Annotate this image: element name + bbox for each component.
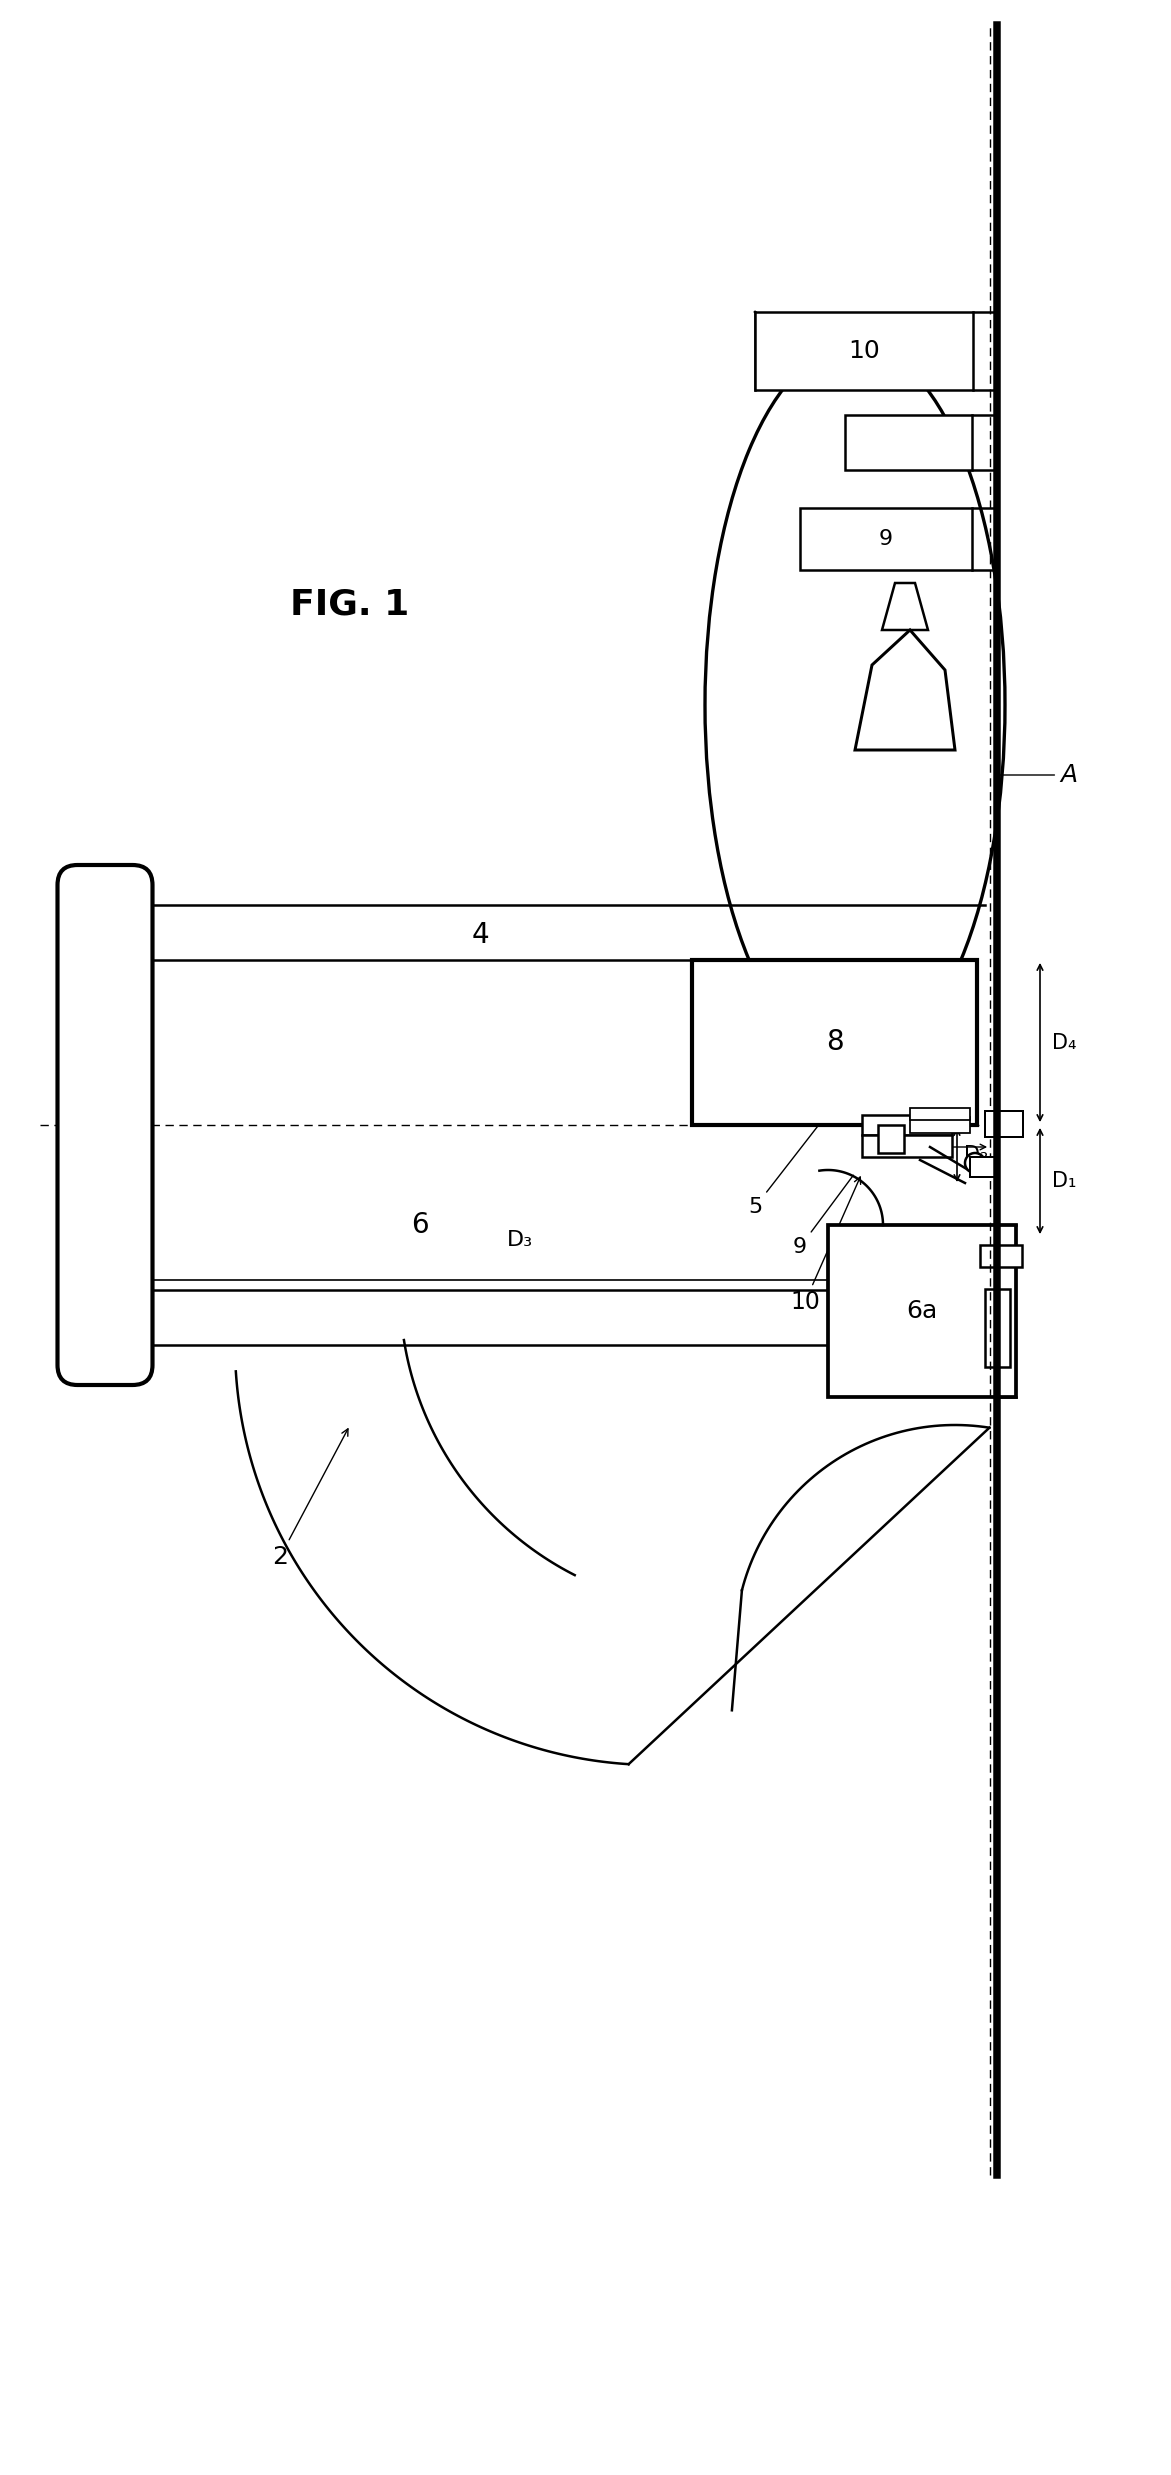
Polygon shape (882, 584, 927, 631)
Bar (862, 1116, 952, 1136)
Bar (692, 960, 977, 1126)
Bar (985, 1289, 1011, 1366)
Text: 5: 5 (748, 1116, 827, 1218)
Bar (845, 416, 972, 470)
Ellipse shape (965, 1153, 985, 1173)
Text: 9: 9 (879, 530, 893, 549)
Text: D₄: D₄ (1052, 1032, 1076, 1052)
Bar (862, 1136, 952, 1156)
Bar (910, 1116, 970, 1134)
Text: 3: 3 (808, 1000, 870, 1087)
Bar (878, 1126, 904, 1153)
Polygon shape (855, 631, 956, 750)
Bar (970, 1156, 997, 1178)
Bar (910, 1109, 970, 1121)
Text: 8: 8 (826, 1030, 843, 1057)
FancyBboxPatch shape (57, 864, 152, 1386)
Text: FIG. 1: FIG. 1 (290, 589, 410, 621)
Text: 2: 2 (272, 1428, 348, 1569)
Text: D₃: D₃ (507, 1230, 533, 1250)
Text: 10: 10 (790, 1178, 861, 1314)
Text: 6: 6 (411, 1210, 429, 1240)
Text: 4: 4 (471, 921, 488, 948)
Text: A: A (1000, 762, 1077, 787)
Text: 10: 10 (848, 339, 879, 364)
Text: 1: 1 (55, 1111, 73, 1138)
Text: D₁: D₁ (1052, 1171, 1076, 1190)
Ellipse shape (705, 344, 1005, 1064)
Text: 9: 9 (793, 1176, 854, 1257)
Bar (755, 312, 973, 391)
Bar (828, 1225, 1016, 1396)
Polygon shape (812, 960, 925, 1062)
Text: D₂: D₂ (964, 1146, 988, 1166)
Bar (800, 507, 972, 569)
Text: 6a: 6a (906, 1299, 938, 1324)
Bar (980, 1245, 1022, 1267)
Text: 7: 7 (927, 1012, 941, 1111)
Bar (985, 1111, 1023, 1136)
